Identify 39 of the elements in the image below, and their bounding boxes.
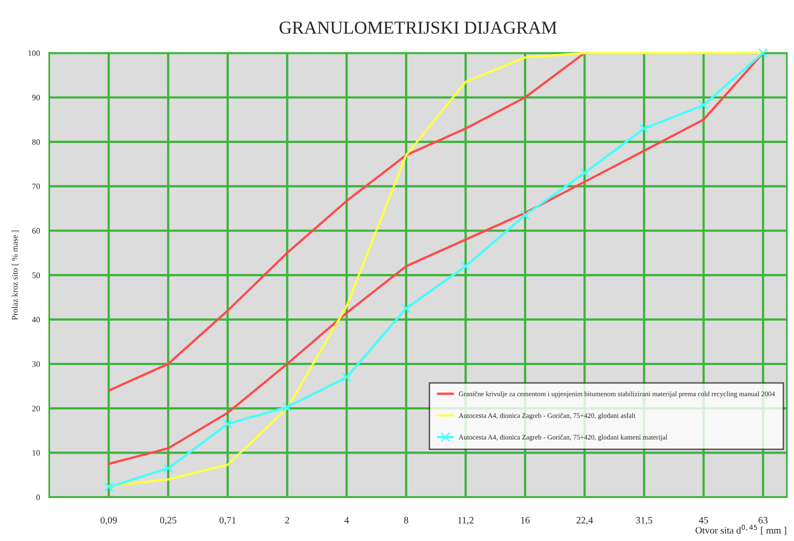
- x-tick-label: 45: [698, 516, 708, 524]
- y-tick-label: 0: [36, 494, 40, 500]
- y-tick-label: 50: [32, 272, 40, 278]
- x-tick-label: 31,5: [636, 516, 652, 525]
- point: [639, 124, 649, 134]
- x-tick-label: 8: [404, 516, 408, 524]
- point: [460, 261, 470, 272]
- chart-title: GRANULOMETRIJSKI DIJAGRAM: [280, 22, 557, 34]
- x-tick-label: 0,71: [220, 516, 236, 525]
- y-tick-label: 10: [32, 450, 40, 456]
- x-tick-label: 4: [344, 516, 349, 524]
- y-tick-label: 70: [32, 184, 40, 190]
- y-tick-label: 100: [28, 50, 40, 56]
- y-tick-label: 90: [32, 94, 40, 100]
- point: [580, 168, 590, 178]
- point: [758, 48, 768, 58]
- y-axis-title: Prolaz kroz sito [ % mase ]: [12, 230, 19, 320]
- y-tick-label: 40: [32, 316, 40, 322]
- point: [698, 100, 708, 110]
- x-tick-label: 63: [758, 516, 768, 524]
- y-tick-label: 20: [32, 406, 40, 412]
- point: [163, 463, 174, 474]
- point: [282, 402, 292, 412]
- point: [222, 419, 233, 429]
- point: [104, 482, 114, 492]
- y-tick-label: 60: [32, 228, 40, 234]
- point: [401, 304, 412, 314]
- point: [342, 372, 352, 382]
- x-tick-label: 2: [285, 516, 290, 524]
- y-tick-label: 80: [32, 139, 40, 145]
- x-tick-label: 0,09: [100, 516, 117, 525]
- x-tick-label: 11,2: [458, 516, 474, 525]
- y-tick-label: 30: [32, 361, 40, 367]
- x-tick-label: 16: [521, 516, 530, 524]
- x-axis-title: Otvor sita d$^{0,45}$ [ mm ]: [696, 524, 786, 535]
- point: [520, 210, 530, 220]
- line-series: [108, 52, 586, 392]
- x-tick-label: 0,25: [160, 516, 176, 525]
- x-tick-label: 22,4: [576, 516, 593, 525]
